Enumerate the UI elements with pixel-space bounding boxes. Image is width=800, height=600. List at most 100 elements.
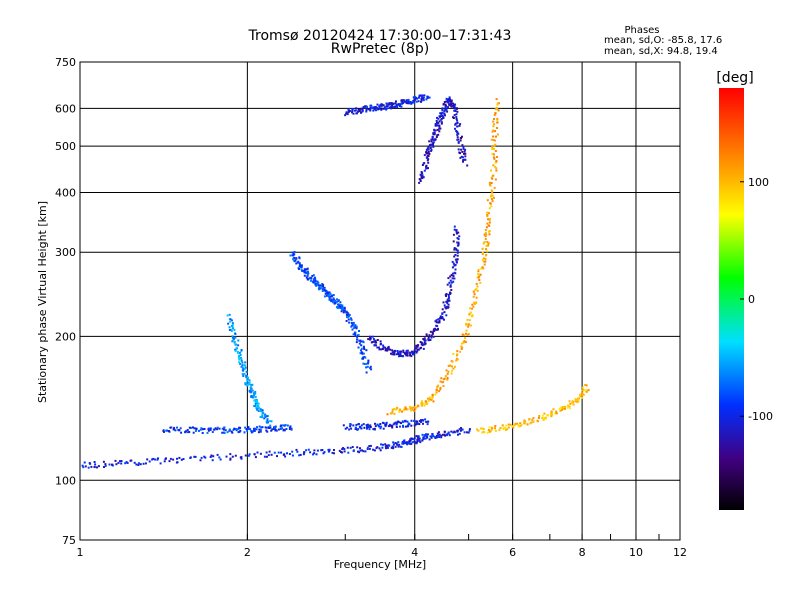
echo-point — [266, 430, 269, 433]
echo-point — [486, 199, 489, 202]
echo-point — [419, 441, 422, 444]
echo-point — [365, 366, 368, 369]
echo-point — [229, 458, 232, 461]
echo-point — [492, 129, 495, 132]
echo-point — [340, 310, 343, 313]
echo-point — [436, 325, 439, 327]
echo-point — [442, 117, 445, 119]
echo-point — [430, 148, 433, 151]
echo-point — [432, 141, 435, 144]
echo-point — [360, 351, 363, 354]
echo-point — [502, 427, 505, 430]
echo-point — [282, 424, 284, 427]
echo-point — [374, 339, 377, 342]
echo-point — [405, 425, 407, 428]
echo-point — [323, 295, 326, 298]
echo-point — [477, 274, 480, 277]
echo-point — [338, 305, 341, 308]
echo-point — [571, 400, 574, 403]
echo-point — [452, 352, 455, 355]
echo-point — [341, 307, 344, 310]
echo-point — [443, 311, 446, 314]
echo-point — [399, 105, 401, 107]
echo-point — [405, 99, 408, 102]
echo-point — [239, 426, 242, 429]
echo-point — [438, 319, 441, 322]
echo-point — [256, 426, 258, 429]
echo-point — [263, 455, 266, 458]
echo-point — [396, 106, 399, 109]
echo-point — [488, 233, 491, 236]
echo-point — [470, 311, 473, 314]
echo-point — [357, 346, 360, 349]
echo-point — [495, 98, 498, 101]
echo-point — [165, 429, 168, 432]
echo-point — [239, 362, 242, 365]
echo-point — [227, 322, 230, 325]
echo-point — [369, 335, 371, 338]
echo-point — [235, 346, 238, 349]
echo-point — [572, 403, 575, 406]
echo-point — [256, 451, 259, 454]
echo-point — [486, 214, 489, 216]
echo-point — [507, 426, 510, 429]
echo-point — [366, 365, 369, 368]
echo-point — [350, 317, 352, 320]
echo-point — [435, 328, 438, 331]
echo-point — [426, 152, 429, 155]
echo-point — [452, 233, 455, 236]
echo-point — [432, 145, 435, 148]
echo-point — [491, 191, 494, 194]
echo-point — [240, 349, 243, 351]
echo-point — [455, 359, 458, 362]
echo-point — [290, 428, 293, 431]
echo-point — [331, 300, 334, 303]
echo-point — [362, 356, 365, 359]
echo-point — [445, 97, 448, 100]
echo-point — [409, 100, 412, 103]
echo-point — [425, 148, 428, 151]
echo-point — [494, 130, 496, 133]
echo-point — [456, 254, 459, 257]
echo-point — [448, 96, 451, 99]
echo-point — [365, 349, 368, 352]
echo-point — [417, 405, 420, 408]
echo-point — [307, 272, 310, 275]
echo-point — [486, 431, 489, 434]
echo-point — [304, 271, 307, 274]
echo-point — [362, 450, 365, 453]
echo-point — [443, 430, 446, 433]
echo-point — [365, 108, 368, 111]
echo-point — [89, 462, 92, 465]
echo-point — [490, 194, 493, 197]
echo-point — [550, 412, 553, 415]
echo-point — [365, 371, 368, 374]
echo-point — [318, 288, 321, 291]
echo-point — [344, 311, 347, 314]
colorbar — [719, 88, 744, 510]
echo-point — [551, 413, 554, 416]
echo-point — [450, 281, 453, 284]
echo-point — [505, 428, 507, 431]
echo-point — [431, 433, 434, 436]
echo-point — [256, 408, 259, 411]
echo-point — [417, 348, 419, 351]
echo-point — [428, 438, 431, 441]
echo-point — [449, 100, 452, 103]
echo-point — [366, 106, 368, 108]
echo-point — [114, 459, 117, 462]
echo-point — [427, 155, 430, 157]
echo-point — [462, 159, 465, 161]
echo-point — [163, 460, 166, 463]
echo-point — [304, 268, 307, 271]
echo-point — [211, 431, 214, 433]
echo-point — [277, 451, 280, 454]
echo-point — [410, 442, 413, 445]
echo-point — [210, 454, 213, 457]
echo-point — [384, 346, 387, 349]
echo-point — [256, 407, 259, 410]
echo-point — [295, 448, 298, 451]
echo-point — [310, 277, 313, 280]
echo-point — [491, 190, 494, 193]
echo-point — [397, 353, 400, 356]
